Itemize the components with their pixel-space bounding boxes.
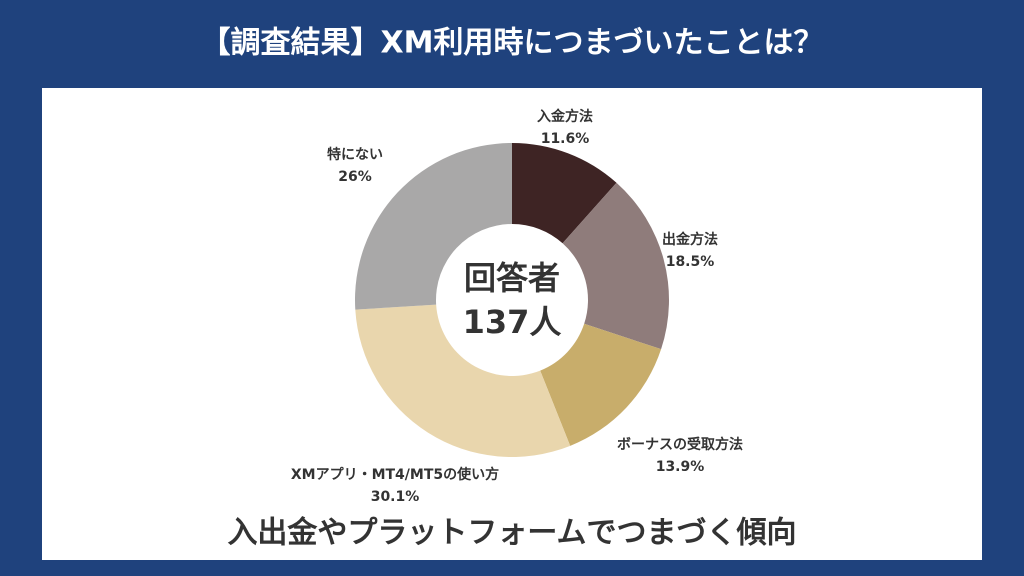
center-label: 137人 bbox=[463, 303, 562, 341]
slice-label: ボーナスの受取方法 bbox=[617, 436, 743, 453]
slice bbox=[540, 323, 662, 446]
slice bbox=[562, 182, 669, 350]
value-label: 26% bbox=[338, 169, 372, 185]
slice-label: 入金方法 bbox=[537, 108, 593, 125]
chart-title: 【調査結果】XM利用時につまづいたことは？ bbox=[201, 26, 824, 61]
value-label: 13.9% bbox=[656, 459, 705, 475]
chart-subtitle: 入出金やプラットフォームでつまづく傾向 bbox=[227, 516, 796, 551]
slice bbox=[355, 304, 571, 457]
value-label: 18.5% bbox=[666, 254, 715, 270]
slice bbox=[354, 143, 512, 310]
slice-label: 出金方法 bbox=[662, 231, 718, 248]
slice bbox=[512, 143, 617, 244]
value-label: 11.6% bbox=[541, 131, 590, 147]
value-label: 30.1% bbox=[371, 489, 420, 505]
center-label: 回答者 bbox=[464, 259, 560, 297]
slice-label: 特にない bbox=[327, 146, 383, 163]
slice-label: XMアプリ・MT4/MT5の使い方 bbox=[291, 466, 499, 483]
